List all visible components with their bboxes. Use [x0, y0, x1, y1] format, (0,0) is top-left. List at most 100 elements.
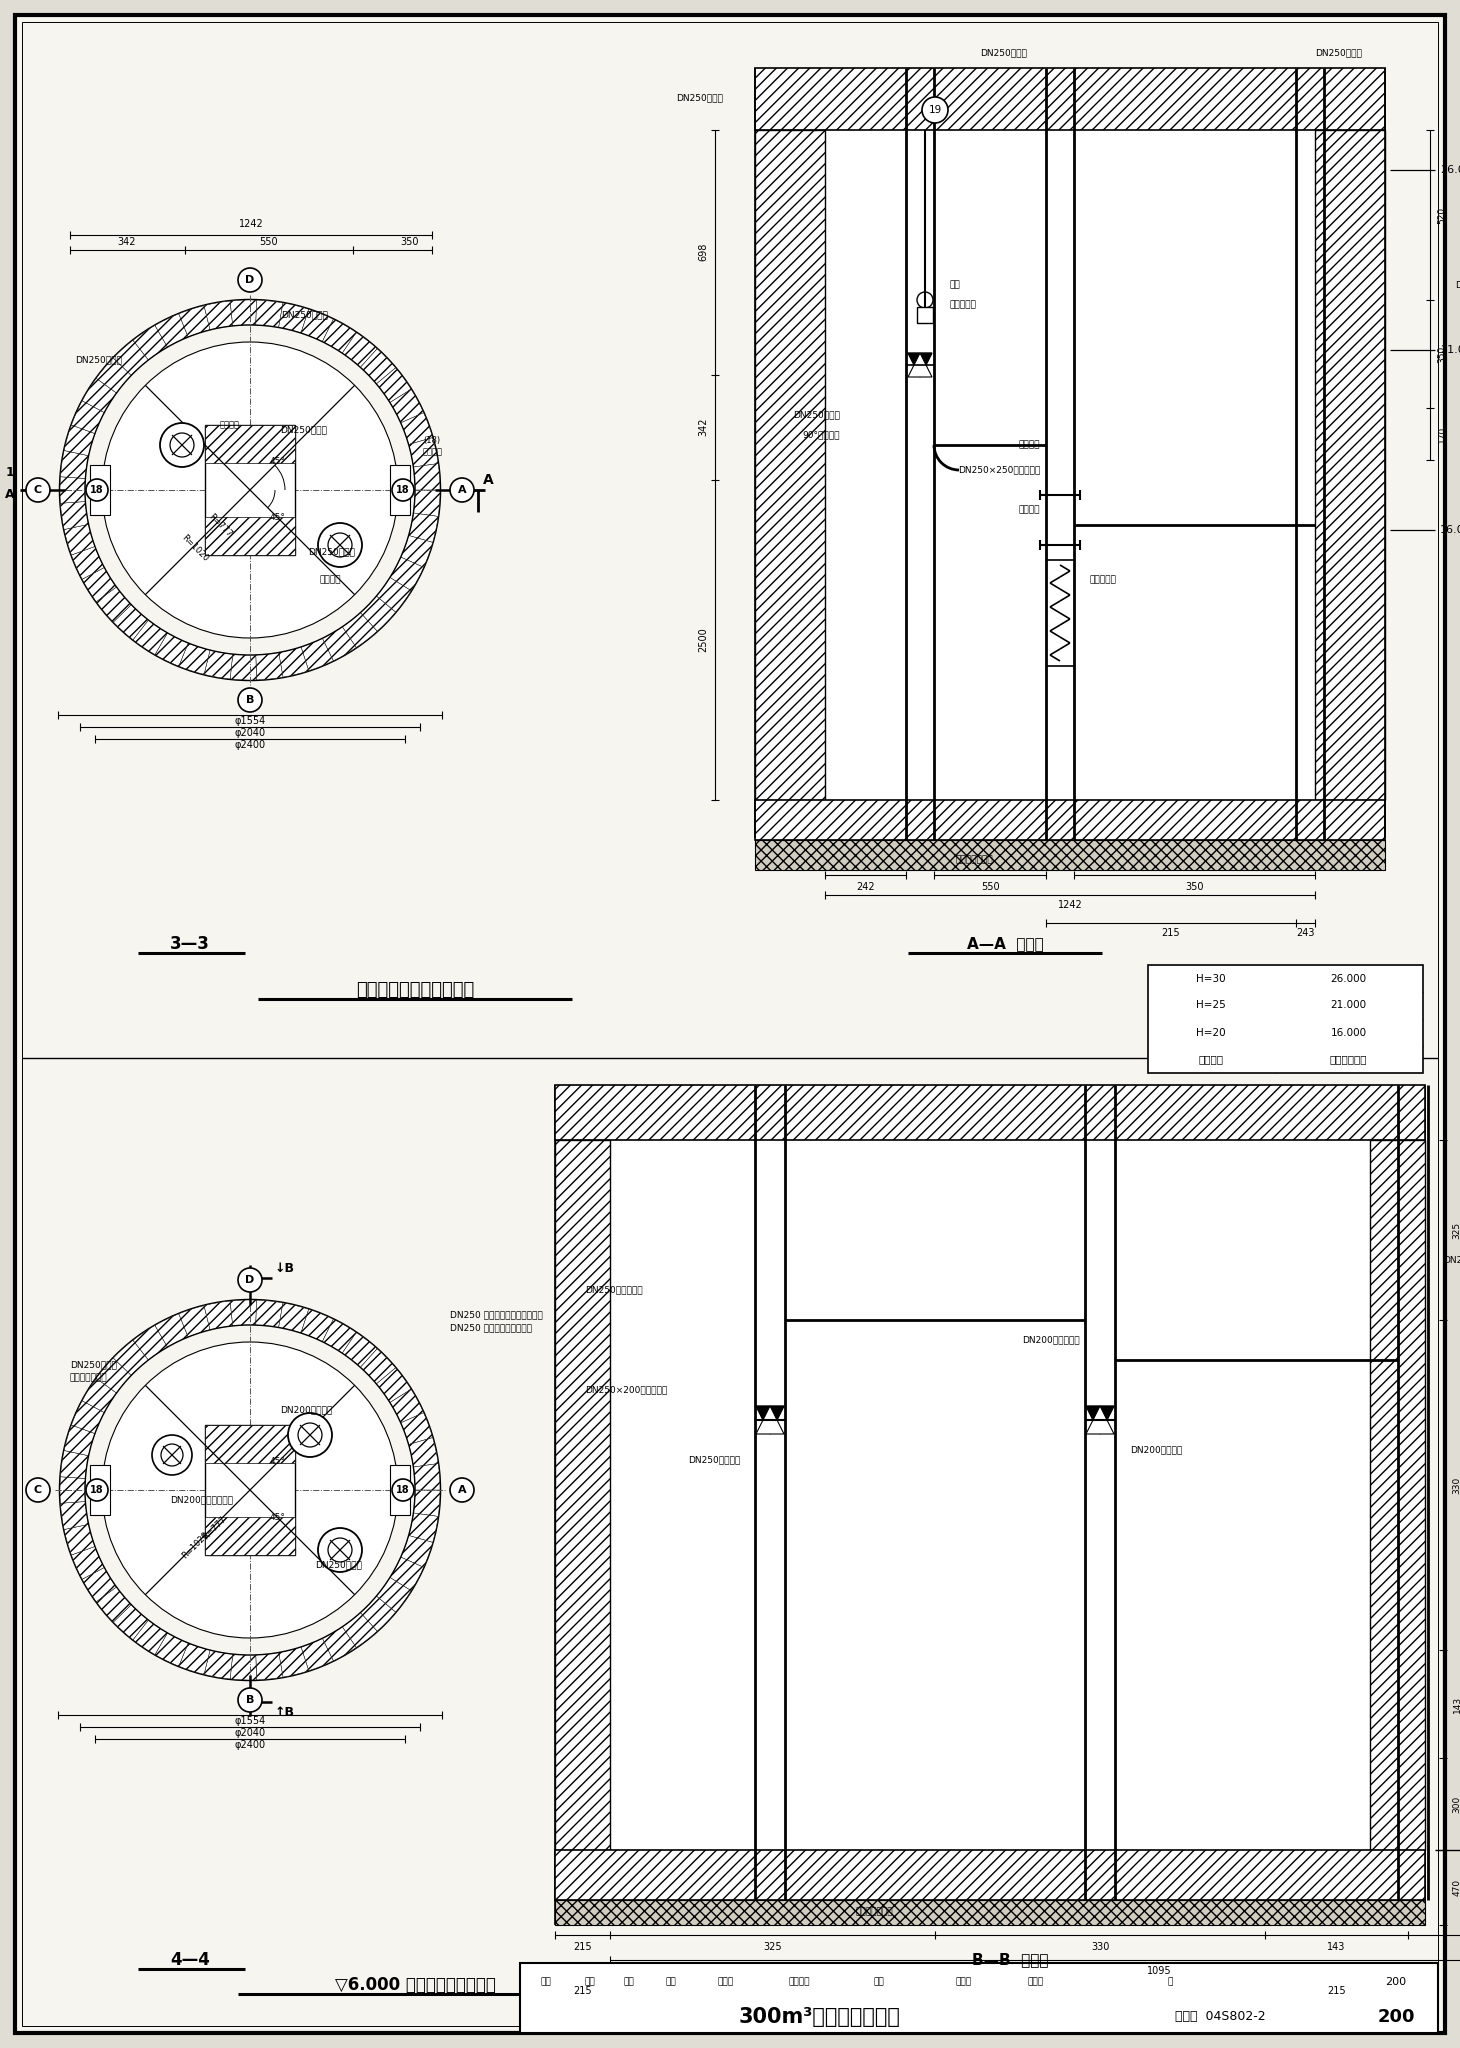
Text: 校对: 校对: [666, 1978, 676, 1987]
Text: 200: 200: [1386, 1976, 1406, 1987]
Wedge shape: [400, 1413, 432, 1444]
Text: 18: 18: [91, 485, 104, 496]
Text: 300: 300: [1453, 1796, 1460, 1812]
Bar: [1315, 129, 1386, 801]
Text: 图集号  04S802-2: 图集号 04S802-2: [1175, 2011, 1266, 2023]
Text: 143: 143: [1327, 1942, 1346, 1952]
Text: 才之: 才之: [623, 1978, 635, 1987]
Text: 19: 19: [929, 104, 942, 115]
Wedge shape: [96, 1587, 131, 1622]
Wedge shape: [323, 1626, 356, 1661]
Text: 审核: 审核: [540, 1978, 552, 1987]
Text: 仅限于三管方案: 仅限于三管方案: [70, 1374, 108, 1382]
Text: 页: 页: [1168, 1978, 1172, 1987]
Wedge shape: [342, 332, 377, 367]
Wedge shape: [155, 1632, 188, 1667]
Text: 顶层平台管道安装放大图: 顶层平台管道安装放大图: [356, 981, 474, 999]
Bar: [390, 1464, 410, 1516]
Polygon shape: [908, 352, 931, 377]
Text: DN250溢水管: DN250溢水管: [308, 547, 355, 557]
Wedge shape: [361, 348, 396, 383]
Text: 26.000: 26.000: [1440, 166, 1460, 174]
Wedge shape: [323, 627, 356, 662]
Text: 细石混凝土填实: 细石混凝土填实: [856, 1907, 892, 1917]
Text: DN250出水管: DN250出水管: [74, 356, 121, 365]
Circle shape: [86, 479, 108, 502]
Circle shape: [86, 1479, 108, 1501]
Wedge shape: [72, 1401, 104, 1434]
Wedge shape: [114, 1339, 149, 1376]
Wedge shape: [255, 1300, 283, 1327]
Wedge shape: [204, 301, 232, 330]
Wedge shape: [361, 596, 396, 631]
Bar: [91, 465, 110, 514]
Bar: [390, 465, 410, 514]
Text: (18): (18): [423, 436, 439, 444]
Polygon shape: [908, 352, 931, 377]
Wedge shape: [323, 319, 356, 352]
Text: 18: 18: [91, 1485, 104, 1495]
Text: 90°反座弯管: 90°反座弯管: [803, 430, 840, 440]
Wedge shape: [82, 379, 117, 412]
Wedge shape: [204, 649, 232, 680]
Circle shape: [391, 479, 415, 502]
Text: DN250出水管: DN250出水管: [676, 94, 724, 102]
Wedge shape: [255, 653, 283, 680]
Wedge shape: [72, 547, 104, 580]
Circle shape: [328, 532, 352, 557]
Text: 550: 550: [260, 238, 279, 248]
Circle shape: [26, 477, 50, 502]
Text: 342: 342: [698, 418, 708, 436]
Polygon shape: [756, 1407, 784, 1434]
Text: C: C: [34, 1485, 42, 1495]
Text: 330: 330: [1091, 1942, 1110, 1952]
Bar: [755, 801, 1386, 840]
Text: 243: 243: [1296, 928, 1315, 938]
Text: 45°: 45°: [270, 514, 286, 522]
Wedge shape: [409, 438, 438, 467]
Text: 143: 143: [1453, 1696, 1460, 1712]
Wedge shape: [178, 1642, 210, 1675]
Wedge shape: [413, 1464, 439, 1491]
Wedge shape: [64, 1425, 95, 1456]
Text: 液差管卡: 液差管卡: [1019, 440, 1040, 449]
Text: A: A: [6, 489, 15, 502]
Circle shape: [917, 293, 933, 307]
Wedge shape: [377, 578, 412, 612]
Wedge shape: [377, 1577, 412, 1612]
Text: DN250×250三叉丁字管: DN250×250三叉丁字管: [958, 465, 1040, 475]
Wedge shape: [155, 313, 188, 346]
Wedge shape: [96, 588, 131, 623]
Text: DN250进、出水管: DN250进、出水管: [585, 1286, 642, 1294]
Text: 342: 342: [118, 238, 136, 248]
Wedge shape: [413, 1491, 439, 1516]
Bar: [917, 307, 933, 324]
Text: 470: 470: [1453, 1878, 1460, 1896]
Circle shape: [318, 1528, 362, 1573]
Text: 专业负责: 专业负责: [788, 1978, 810, 1987]
Wedge shape: [400, 1536, 432, 1567]
Wedge shape: [377, 369, 412, 403]
Text: 45°: 45°: [270, 1458, 286, 1466]
Text: 4—4: 4—4: [169, 1952, 210, 1968]
Bar: [1148, 965, 1424, 1073]
Text: 16.000: 16.000: [1440, 524, 1460, 535]
Text: φ2400: φ2400: [235, 1741, 266, 1749]
Text: 350: 350: [400, 238, 419, 248]
Circle shape: [298, 1423, 323, 1448]
Bar: [555, 1901, 1425, 1925]
Polygon shape: [1086, 1407, 1114, 1434]
Bar: [555, 1085, 1425, 1141]
Wedge shape: [377, 1368, 412, 1403]
Text: 1242: 1242: [238, 219, 263, 229]
Circle shape: [328, 1538, 352, 1563]
Text: H=20: H=20: [1196, 1028, 1226, 1038]
Wedge shape: [231, 299, 257, 326]
Text: ▽6.000 平台管道安装放大图: ▽6.000 平台管道安装放大图: [334, 1976, 495, 1995]
Bar: [204, 1518, 295, 1554]
Text: 26.000: 26.000: [1330, 973, 1367, 983]
Text: A: A: [457, 1485, 466, 1495]
Wedge shape: [64, 426, 95, 457]
Wedge shape: [255, 1653, 283, 1679]
Text: 45°: 45°: [270, 457, 286, 467]
